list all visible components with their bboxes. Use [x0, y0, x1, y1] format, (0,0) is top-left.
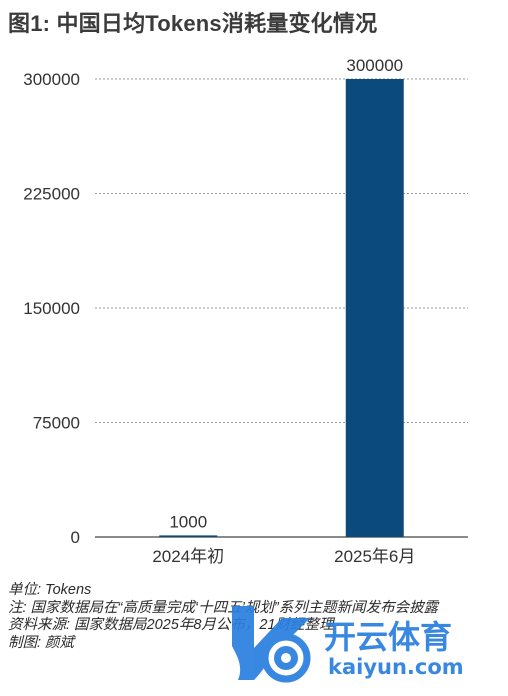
- chart-title: 图1: 中国日均Tokens消耗量变化情况: [8, 11, 378, 36]
- x-tick-label: 2025年6月: [334, 547, 415, 566]
- y-tick-label: 225000: [23, 185, 80, 204]
- bar: [159, 535, 218, 537]
- bar: [345, 79, 404, 537]
- x-tick-label: 2024年初: [152, 547, 224, 566]
- watermark-brand: 开云体育: [324, 618, 452, 656]
- data-label: 300000: [346, 56, 403, 75]
- unit-note: 单位: Tokens: [8, 582, 92, 598]
- y-tick-label: 300000: [23, 70, 80, 89]
- y-tick-label: 75000: [33, 414, 80, 433]
- footnote: 注: 国家数据局在“高质量完成‘十四五’规划”系列主题新闻发布会披露: [8, 599, 439, 616]
- watermark-url: kaiyun.com: [328, 655, 464, 679]
- bar-chart: 0 75000 150000 225000 300000 1000 2024年初 300000…: [23, 56, 468, 566]
- y-tick-label: 0: [71, 528, 80, 547]
- y-tick-label: 150000: [23, 299, 80, 318]
- watermark-logo: 开云体育 kaiyun.com: [232, 606, 464, 683]
- author-note: 制图: 颜斌: [8, 634, 75, 651]
- data-label: 1000: [169, 512, 207, 531]
